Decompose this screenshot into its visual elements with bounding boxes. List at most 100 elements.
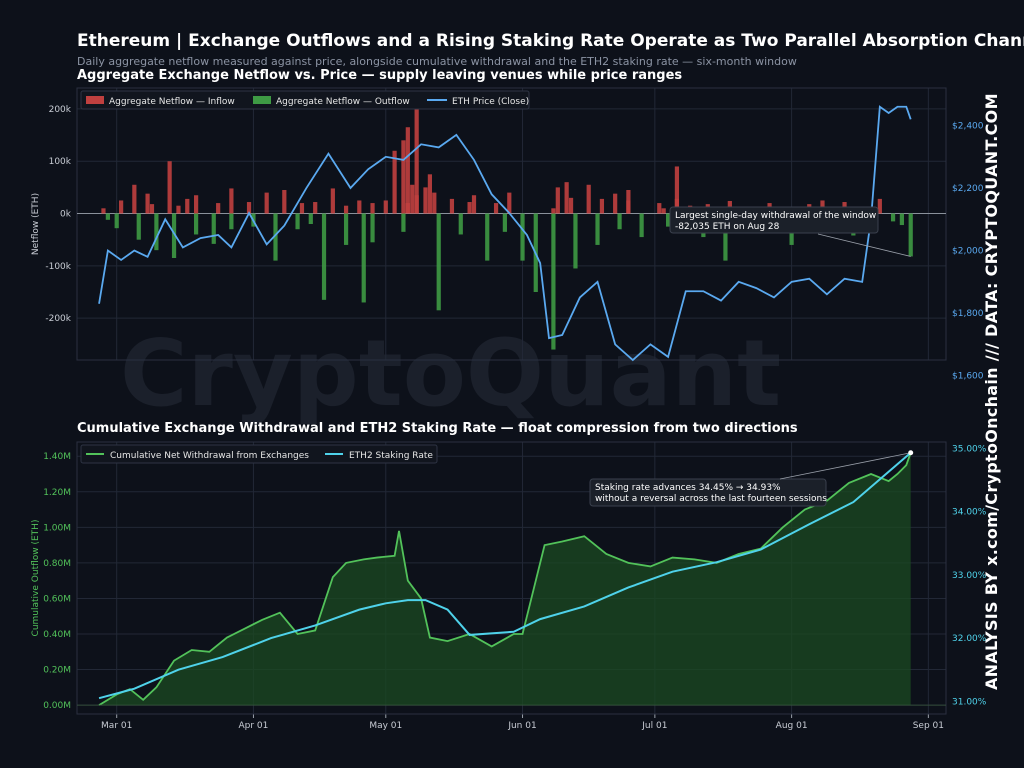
legend-label-staking: ETH2 Staking Rate [349, 451, 433, 461]
inflow-bar [343, 205, 349, 214]
cumulative-legend: Cumulative Net Withdrawal from Exchanges… [80, 444, 438, 464]
inflow-bar [330, 188, 335, 214]
outflow-bar [573, 213, 578, 269]
outflow-bar [723, 213, 728, 261]
outflow-bar [485, 213, 490, 261]
outflow-bar [171, 213, 177, 258]
staking-y-tick-label: 31.00% [952, 697, 987, 707]
inflow-bar [410, 184, 415, 214]
cumulative-panel-title: Cumulative Exchange Withdrawal and ETH2 … [77, 421, 798, 436]
netflow-y-tick-label: -100k [45, 262, 71, 272]
annotation-box [669, 206, 879, 234]
inflow-bar [586, 184, 591, 214]
inflow-bar [432, 192, 437, 214]
cumulative-y-tick-label: 1.20M [43, 488, 71, 498]
x-tick-label: Aug 01 [776, 721, 808, 731]
inflow-bar [383, 200, 388, 214]
netflow-plot-area [76, 87, 947, 361]
outflow-bar [665, 213, 671, 227]
outflow-bar [114, 213, 119, 229]
cumulative-y-tick-label: 0.80M [43, 559, 71, 569]
annotation-text: without a reversal across the last fourt… [595, 494, 827, 504]
outflow-bar [321, 213, 327, 300]
inflow-bar [471, 195, 477, 214]
annotation-text: Largest single-day withdrawal of the win… [675, 211, 876, 221]
inflow-bar [613, 193, 618, 214]
outflow-bar [211, 213, 216, 244]
outflow-bar [908, 213, 913, 257]
inflow-bar [877, 198, 882, 214]
inflow-bar [101, 208, 106, 214]
watermark: CryptoQuant [120, 320, 782, 427]
cumulative-legend-box [80, 444, 438, 464]
cumulative-y-tick-label: 1.40M [43, 452, 71, 462]
inflow-bar [405, 127, 410, 214]
page-title: Ethereum | Exchange Outflows and a Risin… [77, 31, 1024, 51]
x-tick-label: Jun 01 [507, 721, 536, 731]
inflow-bar [564, 182, 569, 214]
netflow-panel-title: Aggregate Exchange Netflow vs. Price — s… [77, 68, 683, 83]
annotation-box [589, 478, 827, 507]
staking-line [98, 451, 912, 700]
price-y-tick-label: $1,800 [952, 309, 984, 319]
outflow-bar [229, 213, 234, 230]
inflow-bar [145, 193, 150, 214]
inflow-bar [229, 188, 234, 214]
outflow-bar [154, 213, 159, 251]
price-y-tick-label: $2,000 [952, 247, 984, 257]
outflow-bar [370, 213, 375, 243]
legend-label-cumulative: Cumulative Net Withdrawal from Exchanges [110, 451, 309, 461]
legend-label-price: ETH Price (Close) [452, 97, 529, 107]
inflow-bar [467, 202, 472, 214]
cumulative-y-tick-label: 0.20M [43, 666, 71, 676]
outflow-bar [458, 213, 463, 235]
inflow-bar [246, 202, 252, 214]
outflow-bar [617, 213, 622, 230]
netflow-y-tick-label: 0k [60, 210, 72, 220]
annotation-arrow [779, 452, 911, 480]
x-tick-label: May 01 [369, 721, 402, 731]
annotation-text: Staking rate advances 34.45% → 34.93% [595, 483, 781, 493]
cumulative-y-tick-label: 0.60M [43, 594, 71, 604]
inflow-bar [176, 205, 181, 214]
inflow-bar [392, 150, 397, 214]
inflow-bar [599, 198, 605, 214]
inflow-bar [299, 203, 305, 214]
annotation-arrow [817, 233, 911, 257]
outflow-bar [551, 213, 556, 350]
staking-y-tick-label: 33.00% [952, 571, 987, 581]
inflow-bar [167, 161, 172, 214]
cumulative-y-tick-label: 0.00M [43, 701, 71, 711]
page-subtitle: Daily aggregate netflow measured against… [77, 55, 797, 68]
staking-y-tick-label: 34.00% [952, 508, 987, 518]
outflow-bar [890, 213, 896, 222]
x-tick-label: Sep 01 [913, 721, 944, 731]
outflow-bar [343, 213, 349, 245]
inflow-bar [282, 190, 287, 214]
netflow-legend-box [80, 90, 530, 110]
inflow-bar [370, 203, 375, 214]
annotation-text: -82,035 ETH on Aug 28 [675, 222, 780, 232]
inflow-bar [414, 90, 419, 214]
inflow-bar [423, 187, 428, 214]
legend-label-outflow: Aggregate Netflow — Outflow [276, 97, 410, 107]
netflow-y-axis-label: Netflow (ETH) [31, 193, 41, 255]
netflow-y-tick-label: -200k [45, 314, 71, 324]
cumulative-y-tick-label: 0.40M [43, 630, 71, 640]
outflow-bar [194, 213, 199, 235]
inflow-bar [555, 187, 560, 214]
price-line [98, 105, 912, 362]
outflow-bar [401, 213, 406, 232]
outflow-bar [273, 213, 278, 261]
staking-y-tick-label: 35.00% [952, 444, 987, 454]
x-tick-label: Mar 01 [101, 721, 132, 731]
inflow-bar [264, 192, 269, 214]
inflow-bar [149, 204, 155, 214]
x-tick-label: Jul 01 [641, 721, 667, 731]
inflow-bar [674, 166, 680, 214]
inflow-bar [661, 208, 666, 214]
netflow-y-tick-label: 200k [49, 105, 72, 115]
cumulative-plot-area [76, 441, 947, 715]
legend-swatch-inflow [86, 96, 104, 104]
